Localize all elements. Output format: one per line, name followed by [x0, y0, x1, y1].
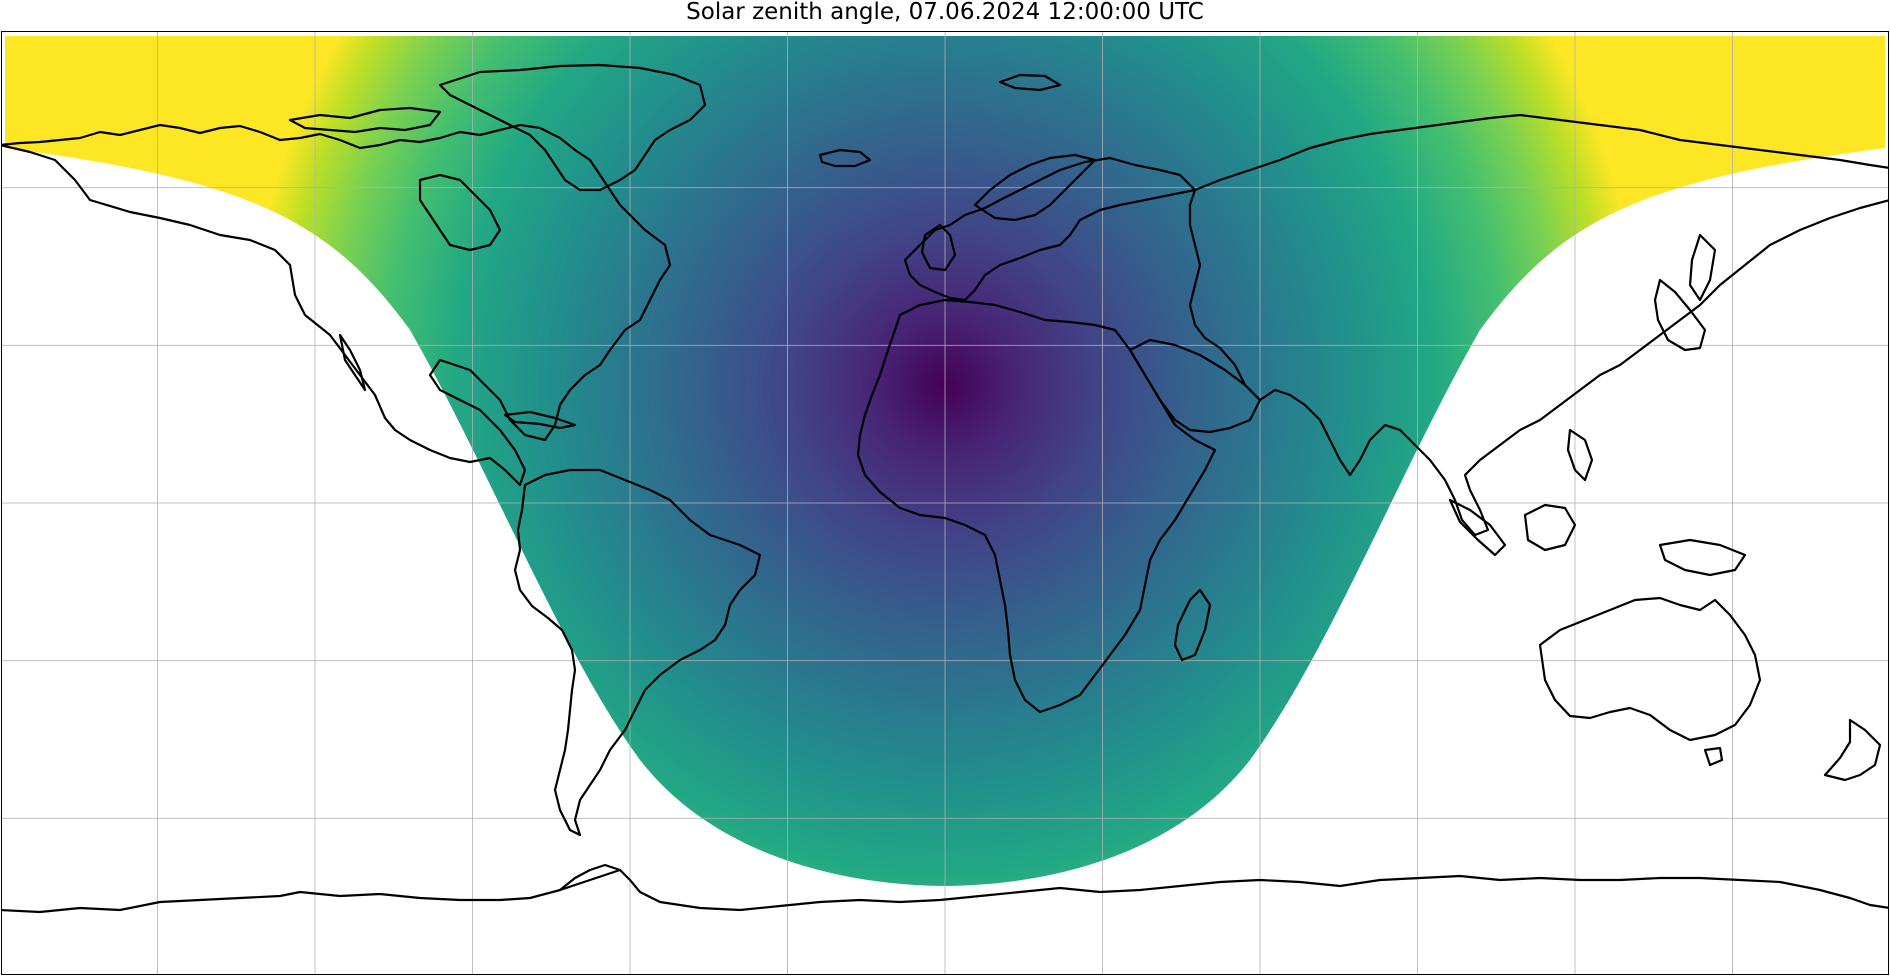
coastline-arabia	[1128, 338, 1262, 434]
map-panel	[0, 30, 1890, 976]
coastline-kamchatka	[1688, 233, 1717, 302]
coastline-borneo	[1523, 503, 1577, 552]
coastline-arctic-archipelago	[288, 106, 442, 134]
coastline-scandinavia	[973, 153, 1097, 222]
coastline-hudson-bay	[418, 173, 502, 252]
coastline-japan	[1653, 278, 1707, 352]
coastline-cuba	[503, 410, 577, 430]
coastline-svalbard	[998, 73, 1062, 92]
coastline-new-guinea	[1658, 538, 1747, 577]
coastline-madagascar	[1173, 588, 1212, 662]
coastline-africa	[856, 298, 1217, 714]
coastline-baja	[338, 333, 367, 392]
coastline-british-isles	[920, 223, 957, 272]
figure-title: Solar zenith angle, 07.06.2024 12:00:00 …	[686, 0, 1204, 25]
world-map	[1, 31, 1889, 975]
coastline-new-zealand	[1823, 718, 1882, 782]
coastline-iceland	[818, 148, 872, 168]
coastline-antarctic-peninsula	[558, 863, 622, 892]
coastline-australia	[1538, 596, 1762, 742]
coastlines	[1, 63, 1889, 914]
coastline-tasmania	[1703, 746, 1724, 767]
coastline-greenland	[438, 63, 707, 192]
graticule	[1, 31, 1889, 975]
coastline-sumatra	[1448, 498, 1507, 557]
coastline-south-america	[513, 468, 762, 837]
coastline-europe	[903, 156, 1197, 302]
coastline-asia	[1188, 113, 1889, 537]
coastline-philippines	[1566, 428, 1594, 482]
coastline-antarctica	[1, 868, 1889, 914]
